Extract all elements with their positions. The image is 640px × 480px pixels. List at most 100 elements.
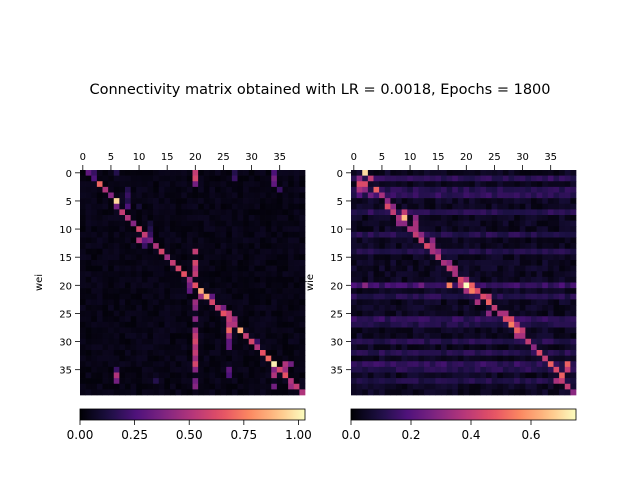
- heatmap-cell: [559, 383, 566, 390]
- heatmap-cell: [474, 372, 481, 379]
- heatmap-cell: [486, 175, 492, 182]
- heatmap-cell: [362, 271, 369, 278]
- heatmap-cell: [508, 243, 515, 250]
- heatmap-cell: [446, 282, 453, 289]
- heatmap-cell: [401, 254, 408, 261]
- heatmap-cell: [198, 389, 205, 396]
- heatmap-cell: [226, 299, 233, 306]
- heatmap-cell: [271, 265, 278, 272]
- heatmap-cell: [463, 181, 470, 188]
- heatmap-cell: [542, 254, 549, 261]
- heatmap-cell: [175, 260, 182, 266]
- heatmap-cell: [519, 198, 526, 205]
- heatmap-cell: [452, 276, 459, 283]
- heatmap-cell: [91, 316, 98, 323]
- heatmap-cell: [282, 170, 289, 176]
- heatmap-cell: [452, 333, 459, 340]
- heatmap-cell: [91, 350, 98, 356]
- heatmap-cell: [293, 288, 300, 295]
- heatmap-cell: [192, 378, 199, 385]
- heatmap-cell: [564, 215, 571, 221]
- heatmap-cell: [514, 192, 521, 199]
- heatmap-cell: [102, 170, 109, 176]
- heatmap-cell: [164, 310, 171, 317]
- heatmap-cell: [446, 310, 453, 317]
- heatmap-cell: [542, 243, 549, 250]
- heatmap-cell: [282, 243, 289, 250]
- heatmap-cell: [362, 333, 369, 340]
- heatmap-cell: [158, 378, 165, 385]
- heatmap-cell: [276, 248, 283, 255]
- heatmap-cell: [153, 265, 160, 272]
- heatmap-cell: [463, 310, 470, 317]
- heatmap-cell: [119, 361, 126, 368]
- heatmap-cell: [108, 271, 115, 278]
- heatmap-cell: [248, 192, 255, 199]
- heatmap-cell: [260, 248, 266, 255]
- heatmap-cell: [215, 192, 221, 199]
- heatmap-cell: [491, 327, 498, 334]
- colorbar-tick-label: 0.4: [461, 428, 480, 442]
- heatmap-cell: [260, 226, 266, 233]
- heatmap-cell: [248, 333, 255, 340]
- heatmap-cell: [508, 383, 515, 390]
- heatmap-cell: [463, 355, 470, 362]
- heatmap-cell: [559, 355, 566, 362]
- heatmap-cell: [186, 305, 193, 311]
- heatmap-cell: [125, 271, 131, 278]
- heatmap-cell: [559, 226, 566, 233]
- heatmap-cell: [418, 248, 425, 255]
- heatmap-cell: [130, 299, 137, 306]
- heatmap-cell: [486, 231, 492, 238]
- heatmap-cell: [85, 209, 92, 216]
- heatmap-cell: [384, 333, 391, 340]
- heatmap-cell: [198, 265, 205, 272]
- heatmap-cell: [237, 305, 244, 311]
- heatmap-cell: [125, 237, 131, 244]
- heatmap-cell: [508, 293, 515, 300]
- heatmap-cell: [288, 355, 295, 362]
- heatmap-cell: [243, 372, 250, 379]
- heatmap-cell: [401, 181, 408, 188]
- heatmap-cell: [293, 203, 300, 210]
- heatmap-cell: [469, 293, 476, 300]
- heatmap-cell: [220, 203, 227, 210]
- heatmap-cell: [186, 186, 193, 193]
- heatmap-cell: [158, 248, 165, 255]
- heatmap-cell: [514, 288, 521, 295]
- heatmap-cell: [175, 293, 182, 300]
- heatmap-cell: [170, 243, 176, 250]
- heatmap-cell: [231, 243, 238, 250]
- heatmap-cell: [356, 389, 363, 396]
- heatmap-cell: [276, 350, 283, 356]
- heatmap-cell: [441, 271, 447, 278]
- heatmap-cell: [170, 220, 176, 227]
- heatmap-cell: [480, 181, 487, 188]
- heatmap-cell: [170, 215, 176, 221]
- heatmap-cell: [396, 220, 402, 227]
- heatmap-cell: [96, 175, 103, 182]
- heatmap-cell: [158, 389, 165, 396]
- heatmap-cell: [412, 198, 419, 205]
- heatmap-cell: [186, 271, 193, 278]
- heatmap-cell: [170, 316, 176, 323]
- heatmap-cell: [542, 215, 549, 221]
- heatmap-cell: [299, 288, 306, 295]
- heatmap-cell: [237, 237, 244, 244]
- heatmap-cell: [293, 327, 300, 334]
- heatmap-cell: [91, 203, 98, 210]
- heatmap-cell: [265, 310, 272, 317]
- heatmap-cell: [435, 383, 442, 390]
- heatmap-cell: [271, 192, 278, 199]
- heatmap-cell: [525, 372, 532, 379]
- heatmap-cell: [570, 282, 577, 289]
- heatmap-cell: [486, 186, 492, 193]
- heatmap-cell: [407, 215, 414, 221]
- heatmap-cell: [147, 170, 154, 176]
- heatmap-cell: [497, 203, 504, 210]
- heatmap-cell: [384, 299, 391, 306]
- heatmap-cell: [536, 321, 543, 328]
- heatmap-cell: [502, 316, 509, 323]
- heatmap-cell: [390, 378, 397, 385]
- heatmap-cell: [299, 389, 306, 396]
